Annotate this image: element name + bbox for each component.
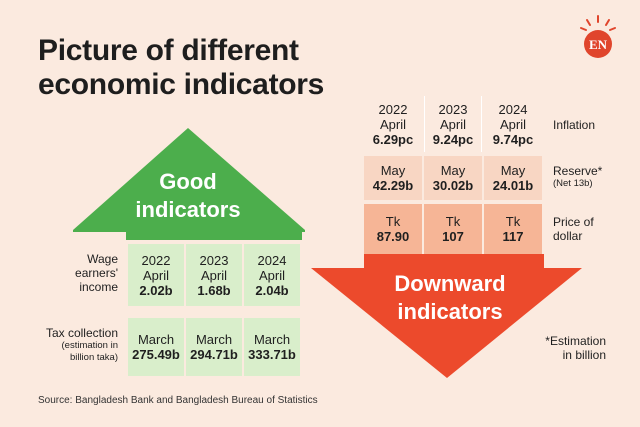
dollar-unit: Tk: [445, 214, 461, 229]
reserve-cell-3: May 24.01b: [484, 156, 542, 200]
inflation-value: 9.74pc: [492, 131, 534, 147]
footnote-line1: *Estimation: [545, 334, 606, 348]
reserve-value: 24.01b: [492, 178, 534, 193]
source-note: Source: Bangladesh Bank and Bangladesh B…: [38, 395, 318, 406]
tax-value: 275.49b: [132, 347, 180, 362]
inflation-label: Inflation: [553, 118, 596, 132]
good-heading-line1: Good: [159, 169, 217, 194]
dollar-label-line1: Price of: [553, 215, 594, 229]
reserve-label: Reserve* (Net 13b): [553, 164, 602, 190]
inflation-year: 2022: [378, 101, 408, 117]
reserve-cell-1: May 42.29b: [364, 156, 422, 200]
inflation-month: April: [499, 116, 526, 132]
reserve-label-sub: (Net 13b): [553, 178, 593, 189]
wage-label-line2: earners': [75, 266, 118, 280]
tax-value: 294.71b: [190, 347, 238, 362]
dollar-unit: Tk: [385, 214, 401, 229]
footnote: *Estimation in billion: [520, 334, 606, 362]
wage-label-line1: Wage: [87, 252, 118, 266]
wage-value: 2.04b: [255, 282, 289, 298]
wage-year: 2023: [199, 252, 229, 268]
newspaper-logo: EN: [580, 15, 616, 58]
inflation-value: 6.29pc: [372, 131, 414, 147]
tax-cell-2: March 294.71b: [186, 318, 242, 376]
wage-cell-2022: 2022 April 2.02b: [128, 244, 184, 306]
inflation-cell-2023: 2023 April 9.24pc: [424, 96, 482, 152]
wage-month: April: [200, 267, 227, 283]
down-heading-line1: Downward: [394, 271, 506, 296]
wage-value: 1.68b: [197, 282, 231, 298]
inflation-year: 2023: [438, 101, 468, 117]
reserve-value: 30.02b: [432, 178, 474, 193]
inflation-value: 9.24pc: [432, 131, 474, 147]
page-title: Picture of different economic indicators: [38, 34, 325, 101]
good-up-arrow: [73, 128, 305, 232]
footnote-line2: in billion: [562, 348, 606, 362]
tax-label-sub1: (estimation in: [61, 340, 119, 351]
reserve-label-main: Reserve*: [553, 164, 603, 178]
tax-month: March: [137, 332, 175, 347]
dollar-cell-1: Tk 87.90: [364, 204, 422, 254]
reserve-month: May: [500, 163, 526, 178]
dollar-value: 117: [502, 229, 524, 244]
down-heading: Downward indicators: [380, 270, 520, 326]
dollar-unit: Tk: [505, 214, 521, 229]
wage-cell-2024: 2024 April 2.04b: [244, 244, 300, 306]
dollar-label-line2: dollar: [553, 229, 583, 243]
dollar-label: Price of dollar: [553, 215, 594, 243]
tax-month: March: [253, 332, 291, 347]
inflation-cell-2024: 2024 April 9.74pc: [484, 96, 542, 152]
reserve-value: 42.29b: [372, 178, 414, 193]
tax-label: Tax collection (estimation in billion ta…: [22, 326, 118, 364]
dollar-cell-2: Tk 107: [424, 204, 482, 254]
inflation-year: 2024: [498, 101, 528, 117]
tax-value: 333.71b: [248, 347, 296, 362]
down-heading-line2: indicators: [397, 299, 503, 324]
reserve-cell-2: May 30.02b: [424, 156, 482, 200]
inflation-month: April: [379, 116, 406, 132]
dollar-value: 107: [442, 229, 464, 244]
wage-label-line3: income: [79, 280, 118, 294]
reserve-month: May: [380, 163, 406, 178]
down-arrow-head: [311, 268, 582, 378]
logo-text: EN: [589, 37, 608, 52]
tax-label-main: Tax collection: [45, 326, 118, 340]
wage-month: April: [258, 267, 285, 283]
good-arrow-shaft-top: [126, 228, 302, 240]
wage-year: 2022: [141, 252, 171, 268]
inflation-month: April: [439, 116, 466, 132]
wage-label: Wage earners' income: [40, 252, 118, 294]
good-heading: Good indicators: [126, 168, 250, 224]
inflation-cell-2022: 2022 April 6.29pc: [364, 96, 422, 152]
tax-cell-1: March 275.49b: [128, 318, 184, 376]
dollar-cell-3: Tk 117: [484, 204, 542, 254]
wage-value: 2.02b: [139, 282, 173, 298]
dollar-value: 87.90: [376, 229, 410, 244]
good-heading-line2: indicators: [135, 197, 241, 222]
tax-cell-3: March 333.71b: [244, 318, 300, 376]
wage-month: April: [142, 267, 169, 283]
tax-month: March: [195, 332, 233, 347]
tax-label-sub2: billion taka): [69, 352, 118, 363]
reserve-month: May: [440, 163, 466, 178]
wage-cell-2023: 2023 April 1.68b: [186, 244, 242, 306]
wage-year: 2024: [257, 252, 287, 268]
